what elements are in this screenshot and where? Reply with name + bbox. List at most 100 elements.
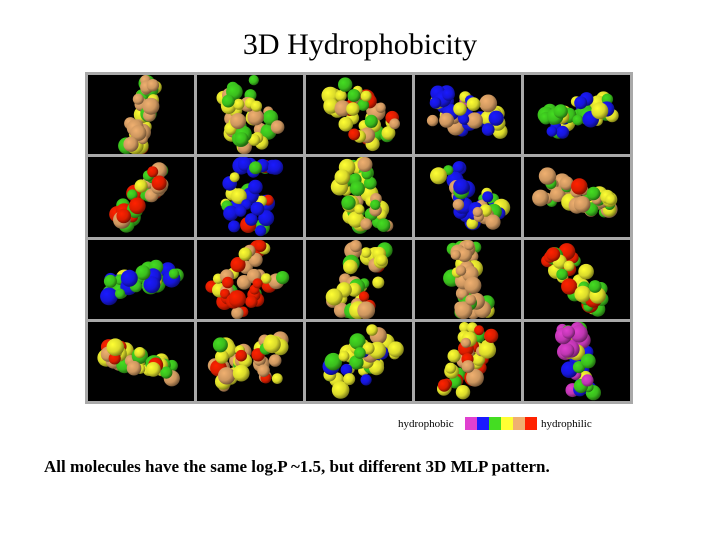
atom-sphere <box>573 196 591 213</box>
atom-sphere <box>375 102 386 113</box>
atom-sphere <box>360 246 372 258</box>
atom-sphere <box>375 253 388 266</box>
atom-sphere <box>479 94 498 113</box>
atom-sphere <box>142 97 160 115</box>
atom-sphere <box>134 346 146 358</box>
atom-sphere <box>349 181 365 197</box>
atom-sphere <box>145 361 161 377</box>
atom-sphere <box>268 159 284 176</box>
atom-sphere <box>484 328 499 343</box>
atom-sphere <box>126 360 142 376</box>
atom-sphere <box>366 323 378 336</box>
atom-sphere <box>147 166 159 178</box>
atom-sphere <box>338 350 350 362</box>
atom-sphere <box>324 352 343 371</box>
atom-sphere <box>338 116 354 132</box>
atom-sphere <box>453 102 467 116</box>
atom-sphere <box>563 260 575 271</box>
molecule-2-4 <box>415 157 521 237</box>
atom-sphere <box>271 372 283 384</box>
legend-swatch <box>489 417 501 430</box>
legend-hydrophilic-label: hydrophilic <box>541 418 592 430</box>
atom-sphere <box>562 325 575 339</box>
atom-sphere <box>257 364 270 377</box>
atom-sphere <box>560 343 575 358</box>
atom-sphere <box>114 288 126 299</box>
atom-sphere <box>605 194 617 206</box>
atom-sphere <box>347 89 361 102</box>
atom-sphere <box>238 246 252 261</box>
atom-sphere <box>215 349 229 364</box>
atom-sphere <box>135 264 151 280</box>
atom-sphere <box>360 218 373 231</box>
molecule-2-5 <box>524 157 630 237</box>
atom-sphere <box>130 124 147 141</box>
atom-sphere <box>578 263 594 279</box>
atom-sphere <box>458 113 470 125</box>
atom-sphere <box>354 204 365 215</box>
molecule-3-5 <box>524 239 630 319</box>
molecule-grid <box>85 72 633 404</box>
atom-sphere <box>244 213 258 227</box>
atom-sphere <box>561 277 578 295</box>
molecule-4-4 <box>415 321 521 401</box>
legend-swatch <box>477 417 489 430</box>
atom-sphere <box>231 306 244 319</box>
atom-sphere <box>340 363 353 376</box>
atom-sphere <box>478 341 497 359</box>
atom-sphere <box>229 172 240 183</box>
atom-sphere <box>212 337 228 353</box>
atom-sphere <box>532 189 549 207</box>
atom-sphere <box>381 126 396 140</box>
atom-sphere <box>459 321 470 333</box>
atom-sphere <box>347 211 365 229</box>
atom-sphere <box>455 264 467 276</box>
atom-sphere <box>234 132 249 146</box>
atom-sphere <box>245 295 258 308</box>
atom-sphere <box>334 100 351 117</box>
legend-swatch <box>513 417 525 430</box>
atom-sphere <box>343 372 356 385</box>
atom-sphere <box>270 120 285 134</box>
atom-sphere <box>217 366 236 385</box>
atom-sphere <box>464 239 475 250</box>
caption: All molecules have the same log.P ~1.5, … <box>44 457 550 476</box>
atom-sphere <box>233 98 245 110</box>
atom-sphere <box>120 269 138 287</box>
atom-sphere <box>103 274 117 288</box>
atom-sphere <box>346 102 360 116</box>
molecule-1-1 <box>88 75 194 155</box>
atom-sphere <box>151 175 167 191</box>
atom-sphere <box>453 178 470 195</box>
atom-sphere <box>466 112 483 129</box>
atom-sphere <box>580 353 596 369</box>
atom-sphere <box>457 246 473 262</box>
atom-sphere <box>250 202 265 216</box>
atom-sphere <box>447 349 461 363</box>
atom-sphere <box>222 276 234 288</box>
atom-sphere <box>485 214 501 230</box>
atom-sphere <box>132 93 144 105</box>
atom-sphere <box>588 279 602 293</box>
atom-sphere <box>572 114 584 126</box>
atom-sphere <box>248 179 263 195</box>
atom-sphere <box>454 300 473 319</box>
atom-sphere <box>581 374 594 387</box>
atom-sphere <box>357 157 373 173</box>
atom-sphere <box>334 169 351 186</box>
atom-sphere <box>389 118 400 130</box>
atom-sphere <box>556 125 570 139</box>
atom-sphere <box>370 199 381 211</box>
molecule-3-3 <box>306 239 412 319</box>
atom-sphere <box>429 97 442 109</box>
molecule-3-2 <box>197 239 303 319</box>
atom-sphere <box>363 176 377 190</box>
atom-sphere <box>464 276 482 294</box>
atom-sphere <box>143 275 161 293</box>
atom-sphere <box>230 113 247 129</box>
atom-sphere <box>268 353 282 367</box>
atom-sphere <box>134 179 148 193</box>
atom-sphere <box>252 277 263 288</box>
atom-sphere <box>106 338 125 356</box>
atom-sphere <box>472 207 483 218</box>
